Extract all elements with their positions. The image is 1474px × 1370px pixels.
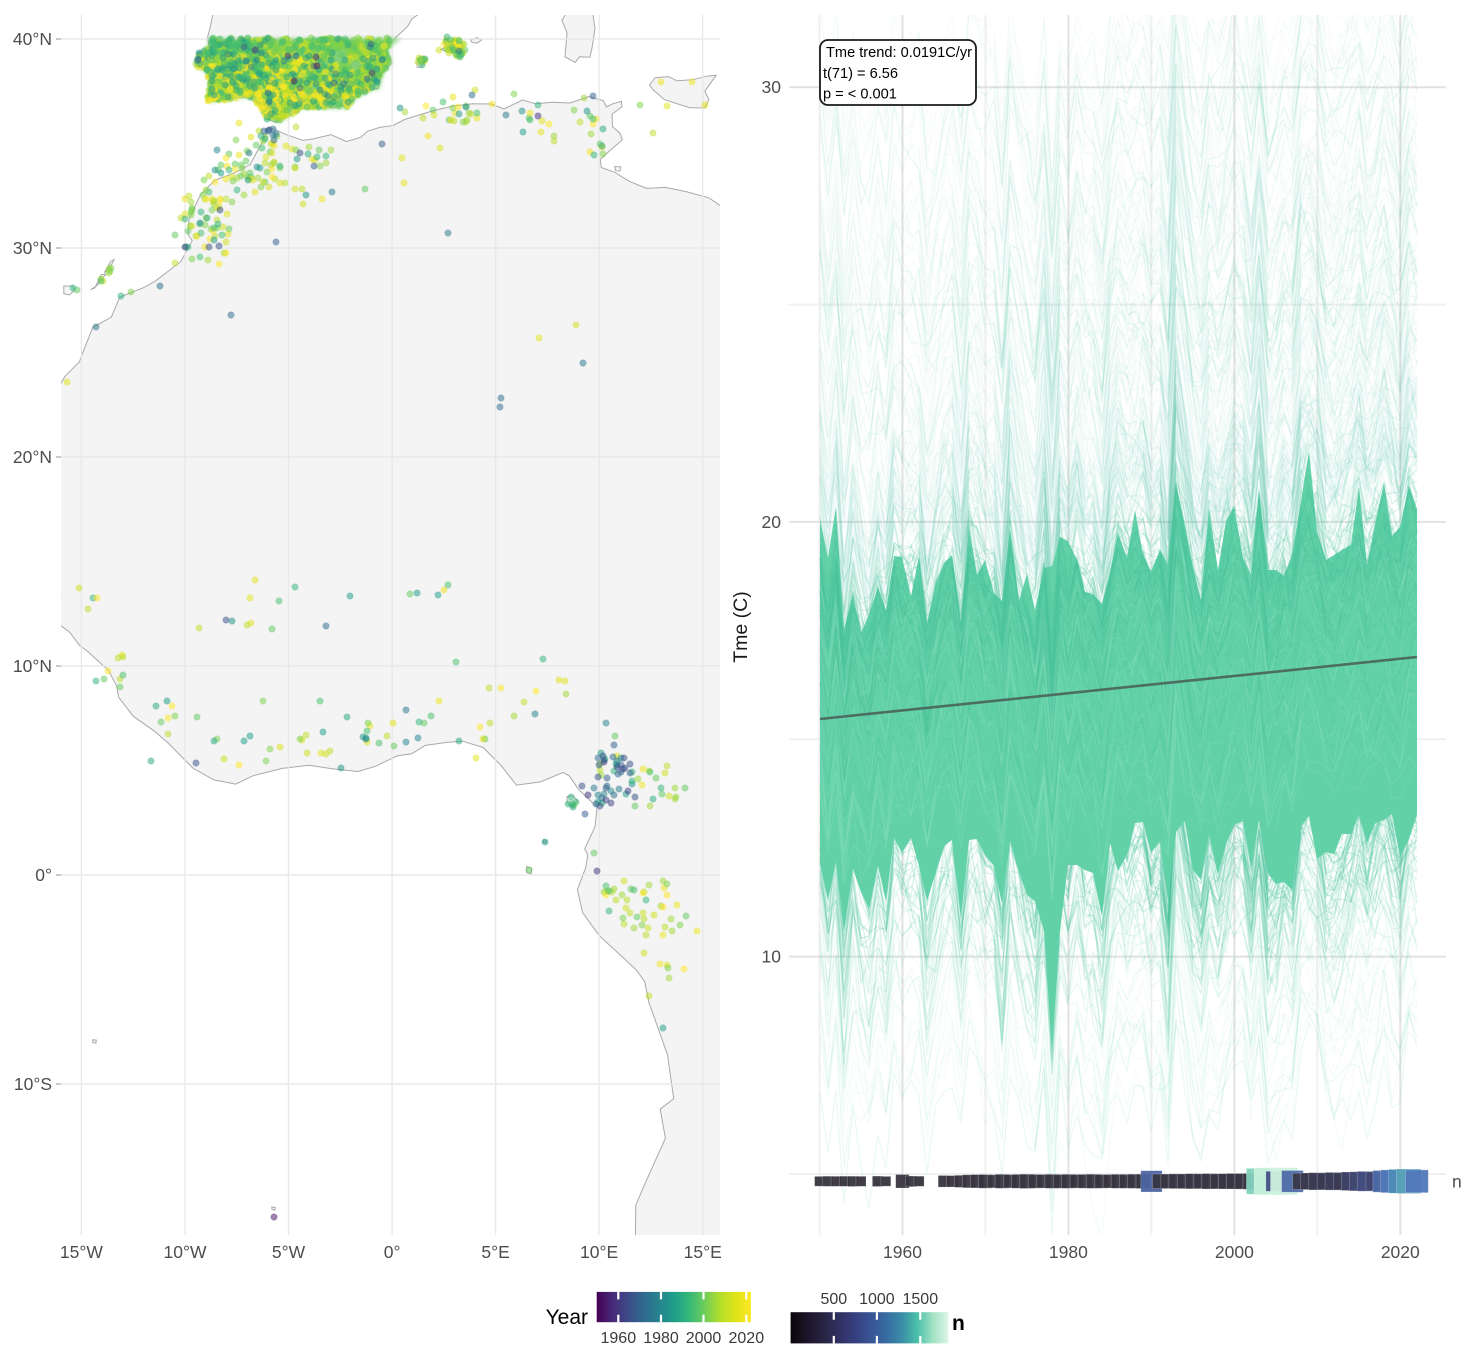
- svg-text:500: 500: [820, 1291, 847, 1308]
- svg-text:2000: 2000: [1215, 1242, 1254, 1262]
- svg-text:20: 20: [762, 512, 782, 532]
- svg-text:5°E: 5°E: [481, 1242, 509, 1262]
- svg-text:1960: 1960: [883, 1242, 922, 1262]
- svg-text:p = < 0.001: p = < 0.001: [823, 87, 897, 103]
- svg-text:1980: 1980: [1049, 1242, 1088, 1262]
- svg-text:40°N: 40°N: [13, 29, 52, 49]
- svg-text:Tme (C): Tme (C): [730, 591, 752, 663]
- svg-text:2020: 2020: [1381, 1242, 1420, 1262]
- svg-text:2020: 2020: [729, 1330, 765, 1347]
- svg-text:10: 10: [762, 947, 782, 967]
- svg-text:10°W: 10°W: [164, 1242, 207, 1262]
- svg-text:n: n: [1452, 1171, 1462, 1191]
- svg-text:30: 30: [762, 77, 782, 97]
- svg-text:t(71) = 6.56: t(71) = 6.56: [823, 66, 898, 82]
- svg-text:0°: 0°: [35, 865, 52, 885]
- svg-text:1980: 1980: [643, 1330, 679, 1347]
- svg-text:15°E: 15°E: [684, 1242, 722, 1262]
- svg-text:20°N: 20°N: [13, 447, 52, 467]
- svg-text:15°W: 15°W: [60, 1242, 103, 1262]
- svg-text:1960: 1960: [601, 1330, 637, 1347]
- svg-text:0°: 0°: [384, 1242, 401, 1262]
- svg-text:10°S: 10°S: [14, 1074, 52, 1094]
- svg-text:10°N: 10°N: [13, 656, 52, 676]
- svg-text:10°E: 10°E: [580, 1242, 618, 1262]
- svg-text:1500: 1500: [903, 1291, 939, 1308]
- svg-text:Year: Year: [546, 1306, 588, 1329]
- svg-text:2000: 2000: [686, 1330, 722, 1347]
- svg-text:30°N: 30°N: [13, 238, 52, 258]
- svg-text:1000: 1000: [859, 1291, 895, 1308]
- svg-text:Tme trend: 0.0191C/yr: Tme trend: 0.0191C/yr: [826, 45, 972, 61]
- svg-text:5°W: 5°W: [272, 1242, 306, 1262]
- svg-text:n: n: [952, 1312, 965, 1335]
